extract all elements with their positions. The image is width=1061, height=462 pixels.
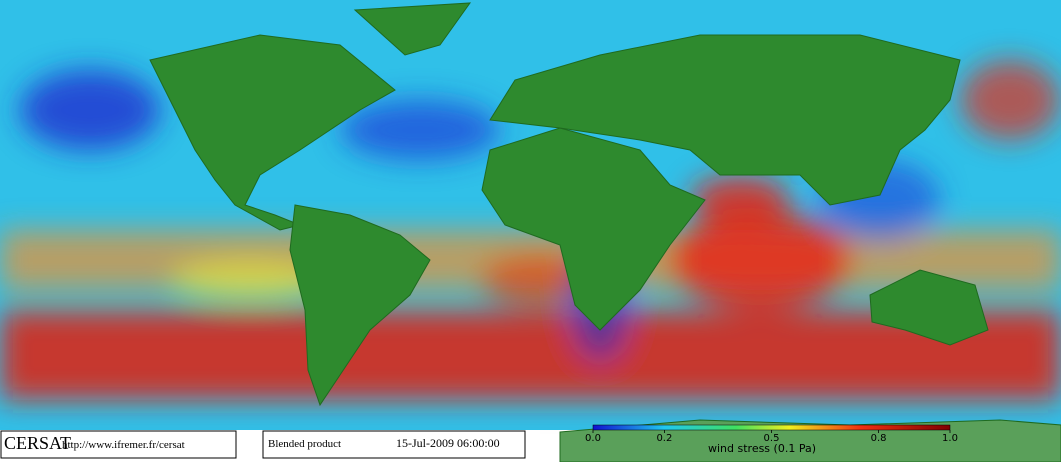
- africa: [481, 127, 706, 331]
- datetime: 15-Jul-2009 06:00:00: [396, 436, 500, 450]
- wind-patch: [960, 60, 1060, 140]
- colorbar-tick-label: 0.2: [656, 433, 672, 444]
- colorbar-tick-label: 0.5: [764, 433, 780, 444]
- url: http://www.ifremer.fr/cersat: [62, 439, 185, 451]
- logo-box: [0, 430, 237, 459]
- north-america: [149, 34, 396, 231]
- product: Blended product: [268, 438, 341, 450]
- colorbar-tick-label: 0.0: [585, 433, 601, 444]
- wind-patch: [690, 175, 790, 225]
- product-box: [262, 430, 526, 459]
- logo: CERSAT: [4, 433, 71, 453]
- colorbar-label: wind stress (0.1 Pa): [708, 442, 816, 455]
- australia: [869, 269, 989, 346]
- colorbar-tick-label: 0.8: [871, 433, 887, 444]
- wind-patch: [340, 100, 500, 160]
- colorbar-tick-label: 1.0: [942, 433, 958, 444]
- eurasia: [489, 34, 961, 206]
- wind-patch: [20, 70, 160, 150]
- antarctica: [559, 419, 1061, 462]
- land: [149, 2, 1061, 462]
- wind-patch: [170, 260, 330, 300]
- greenland: [353, 2, 472, 56]
- colorbar: [592, 424, 951, 431]
- wind-field: [0, 60, 1061, 400]
- south-america: [289, 204, 431, 407]
- wind-patch: [670, 210, 850, 310]
